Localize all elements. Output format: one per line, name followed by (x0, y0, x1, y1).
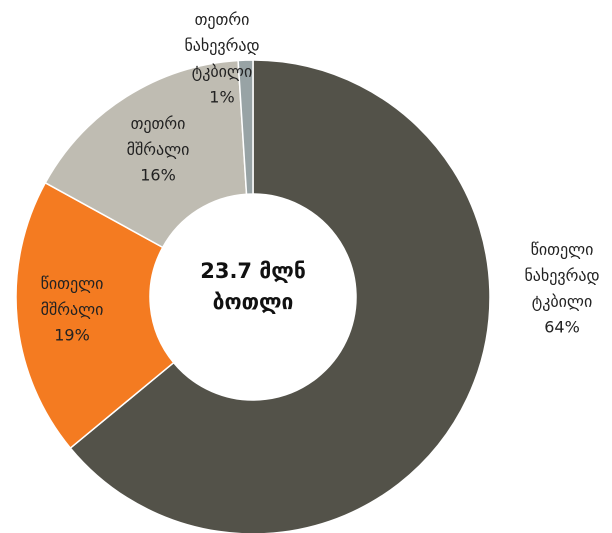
center-text: ბოთლი (213, 290, 294, 314)
slice-value-label: 64% (544, 318, 580, 337)
slices (15, 59, 491, 533)
slice-label-line: ნახევრად (184, 36, 259, 55)
slice-label: თეთრი ნახევრად ტკბილი (184, 10, 259, 81)
donut-slice (44, 59, 248, 249)
slice-label: წითელი ნახევრად ტკბილი (524, 240, 599, 311)
donut-slice (237, 59, 254, 195)
donut-slice (69, 59, 491, 533)
slice-label: თეთრი მშრალი (127, 114, 190, 159)
slice-label-line: თეთრი (131, 114, 186, 133)
slice-label-line: თეთრი (195, 10, 250, 29)
donut-slice (15, 181, 175, 450)
slice-label-line: წითელი (531, 240, 594, 259)
slice-label-line: ნახევრად (524, 266, 599, 285)
slice-value-label: 19% (54, 326, 90, 345)
slice-label: წითელი მშრალი (41, 274, 104, 319)
slice-label-line: ტკბილი (192, 62, 253, 81)
slice-label-line: წითელი (41, 274, 104, 293)
slice-value-label: 16% (140, 166, 176, 185)
slice-value-label: 1% (209, 88, 234, 107)
center-text: 23.7 მლნ (200, 259, 306, 283)
slice-label-line: ტკბილი (532, 292, 593, 311)
slice-label-line: მშრალი (127, 140, 190, 159)
slice-label-line: მშრალი (41, 300, 104, 319)
